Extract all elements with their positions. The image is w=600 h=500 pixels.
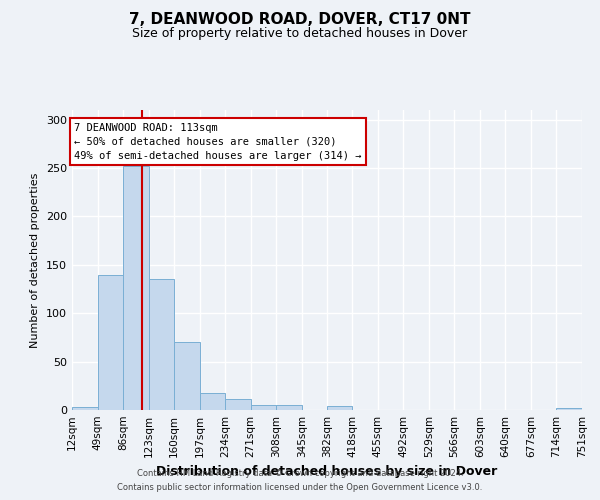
Text: Size of property relative to detached houses in Dover: Size of property relative to detached ho… <box>133 28 467 40</box>
Bar <box>174 342 200 410</box>
Text: 7, DEANWOOD ROAD, DOVER, CT17 0NT: 7, DEANWOOD ROAD, DOVER, CT17 0NT <box>129 12 471 28</box>
Bar <box>200 392 225 410</box>
Y-axis label: Number of detached properties: Number of detached properties <box>31 172 40 348</box>
Bar <box>328 406 352 410</box>
Bar <box>149 280 174 410</box>
Bar <box>72 407 98 410</box>
Bar <box>225 400 251 410</box>
Bar <box>556 408 582 410</box>
Bar <box>123 166 149 410</box>
Bar <box>98 274 123 410</box>
Bar <box>276 405 302 410</box>
Text: Contains public sector information licensed under the Open Government Licence v3: Contains public sector information licen… <box>118 484 482 492</box>
Bar <box>251 405 276 410</box>
Text: Contains HM Land Registry data © Crown copyright and database right 2024.: Contains HM Land Registry data © Crown c… <box>137 468 463 477</box>
Text: 7 DEANWOOD ROAD: 113sqm
← 50% of detached houses are smaller (320)
49% of semi-d: 7 DEANWOOD ROAD: 113sqm ← 50% of detache… <box>74 122 362 160</box>
X-axis label: Distribution of detached houses by size in Dover: Distribution of detached houses by size … <box>157 466 497 478</box>
